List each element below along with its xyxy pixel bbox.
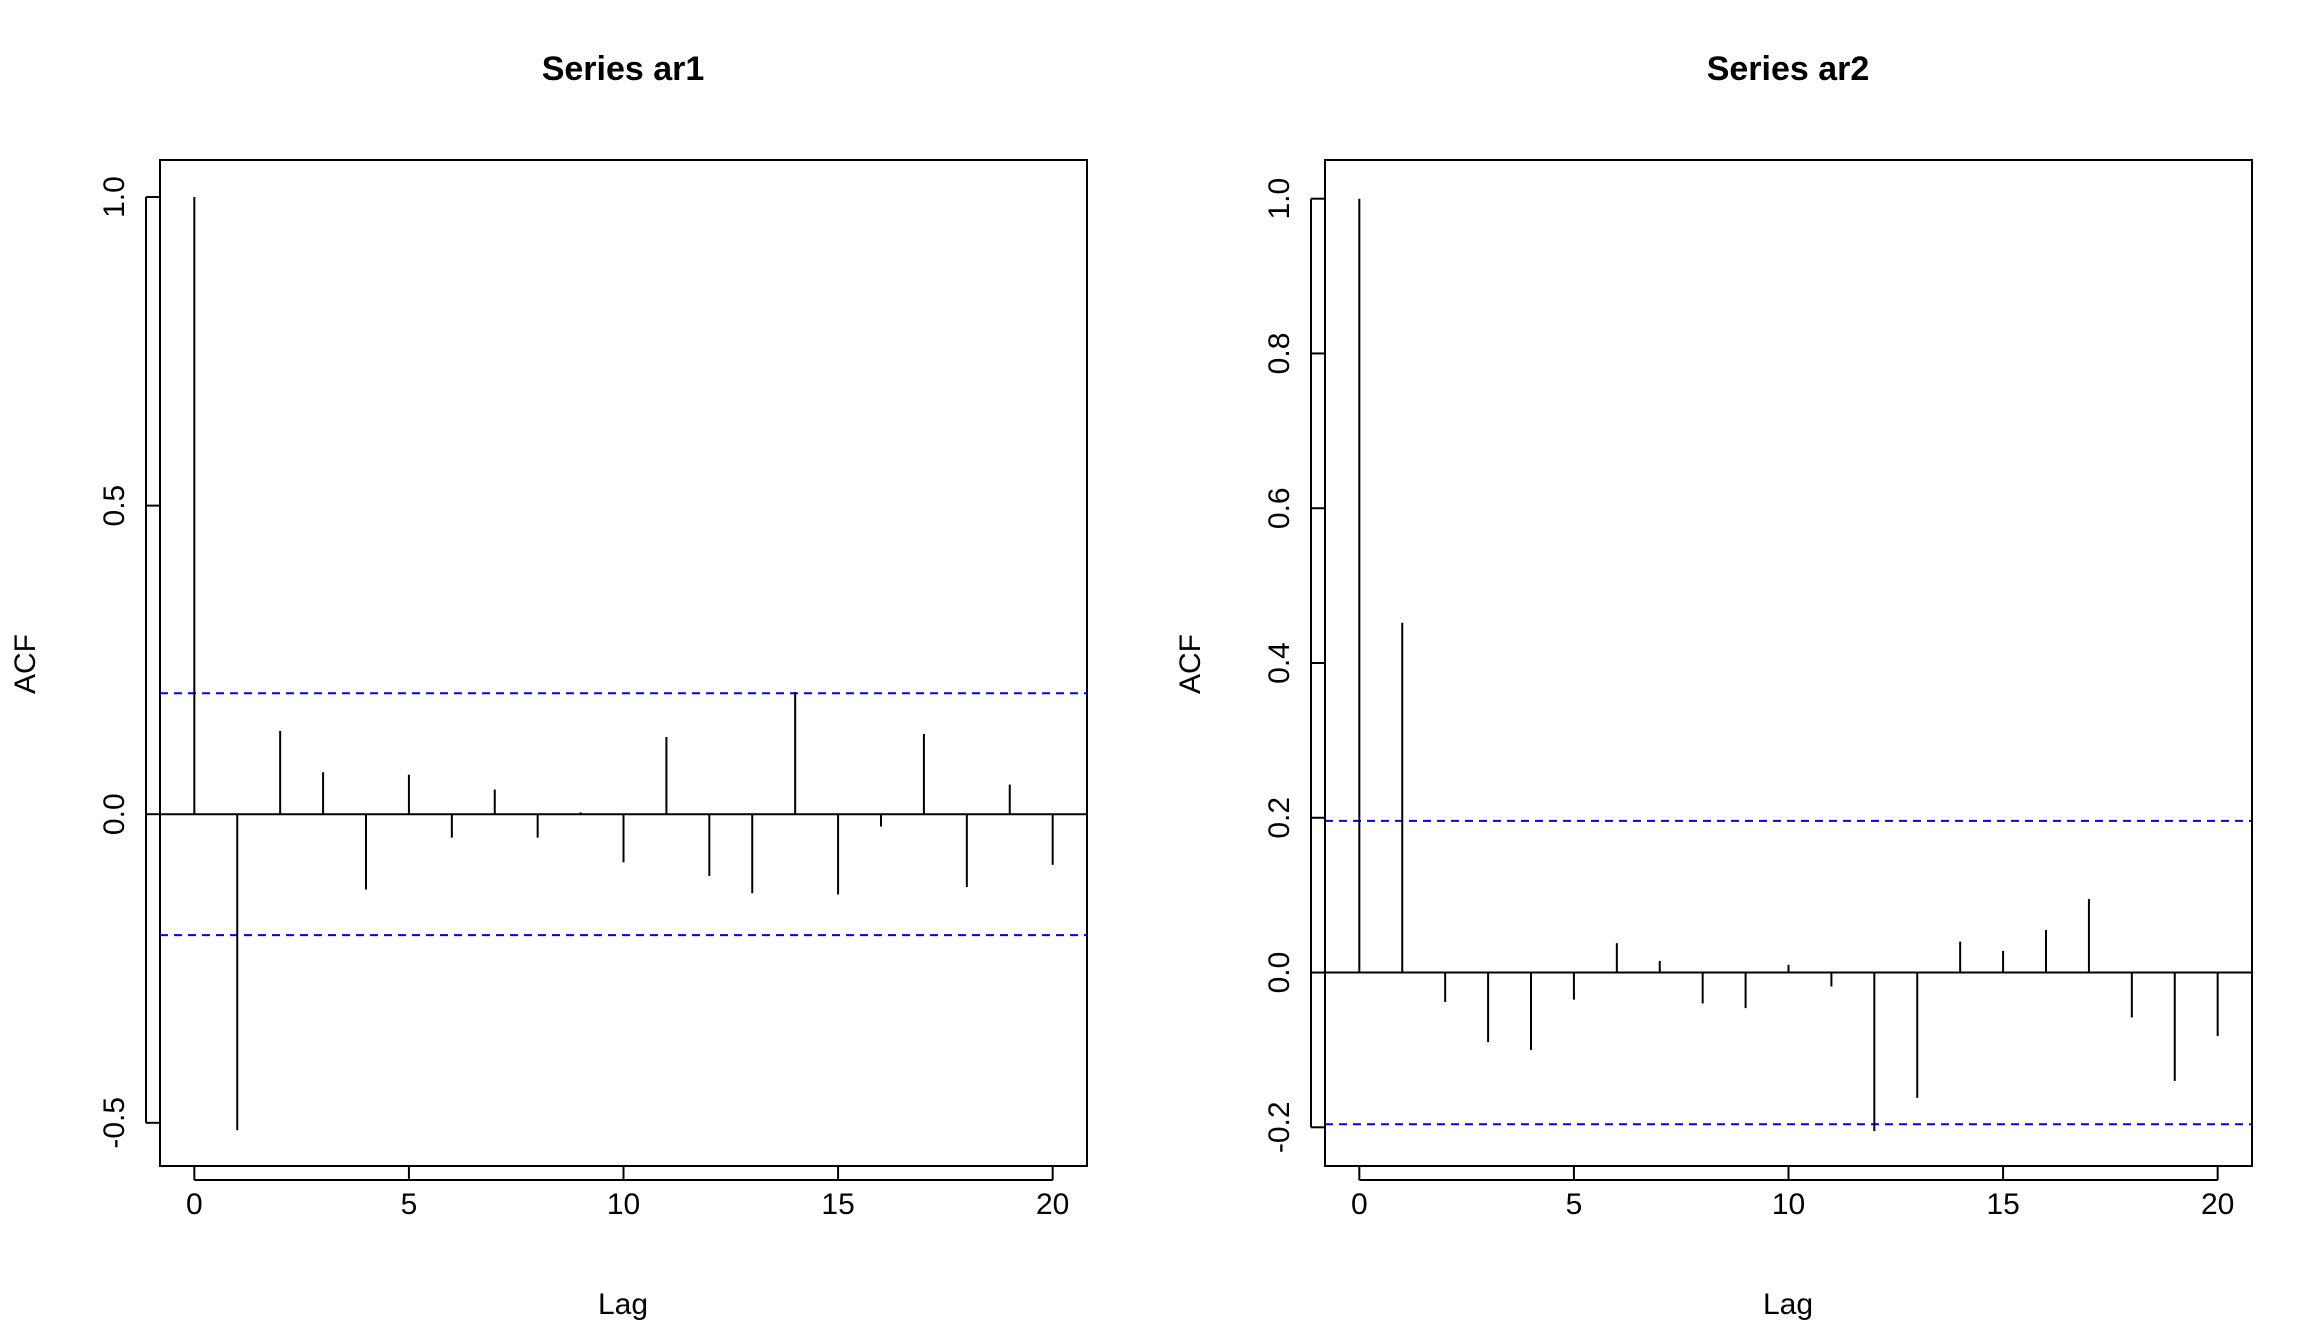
chart-panel-ar1: Series ar1 Lag ACF 0 5 10 15 20 -0.5 0.0 0.5 1.0	[9, 50, 1088, 1321]
x-tick-label: 5	[1566, 1188, 1583, 1221]
plot-frame	[1324, 159, 2253, 1167]
x-tick-label: 10	[607, 1188, 640, 1221]
y-tick-label: 1.0	[1263, 178, 1296, 220]
plot-frame	[159, 159, 1088, 1167]
y-tick-label: 0.5	[98, 485, 131, 527]
x-tick-label: 20	[2201, 1188, 2234, 1221]
x-axis-label: Lag	[1763, 1288, 1813, 1321]
y-axis-label: ACF	[9, 634, 42, 694]
chart-title: Series ar2	[1707, 50, 1870, 88]
y-tick-label: -0.2	[1263, 1101, 1296, 1153]
x-axis-label: Lag	[598, 1288, 648, 1321]
y-tick-label: 0.4	[1263, 642, 1296, 684]
y-tick-label: 1.0	[98, 176, 131, 218]
y-axis-label: ACF	[1174, 634, 1207, 694]
y-tick-label: 0.8	[1263, 333, 1296, 375]
y-tick-label: -0.5	[98, 1097, 131, 1149]
y-tick-label: 0.2	[1263, 797, 1296, 839]
y-tick-label: 0.0	[1263, 952, 1296, 994]
chart-panel-ar2: Series ar2 Lag ACF 0 5 10 15 20 -0.2 0.0 0.2 0.4…	[1174, 50, 2253, 1321]
x-tick-label: 0	[186, 1188, 203, 1221]
x-tick-label: 0	[1351, 1188, 1368, 1221]
x-tick-label: 15	[821, 1188, 854, 1221]
x-tick-label: 20	[1036, 1188, 1069, 1221]
x-tick-label: 15	[1986, 1188, 2019, 1221]
chart-title: Series ar1	[542, 50, 705, 88]
y-tick-label: 0.6	[1263, 487, 1296, 529]
x-tick-label: 5	[401, 1188, 418, 1221]
y-tick-label: 0.0	[98, 793, 131, 835]
x-tick-label: 10	[1772, 1188, 1805, 1221]
